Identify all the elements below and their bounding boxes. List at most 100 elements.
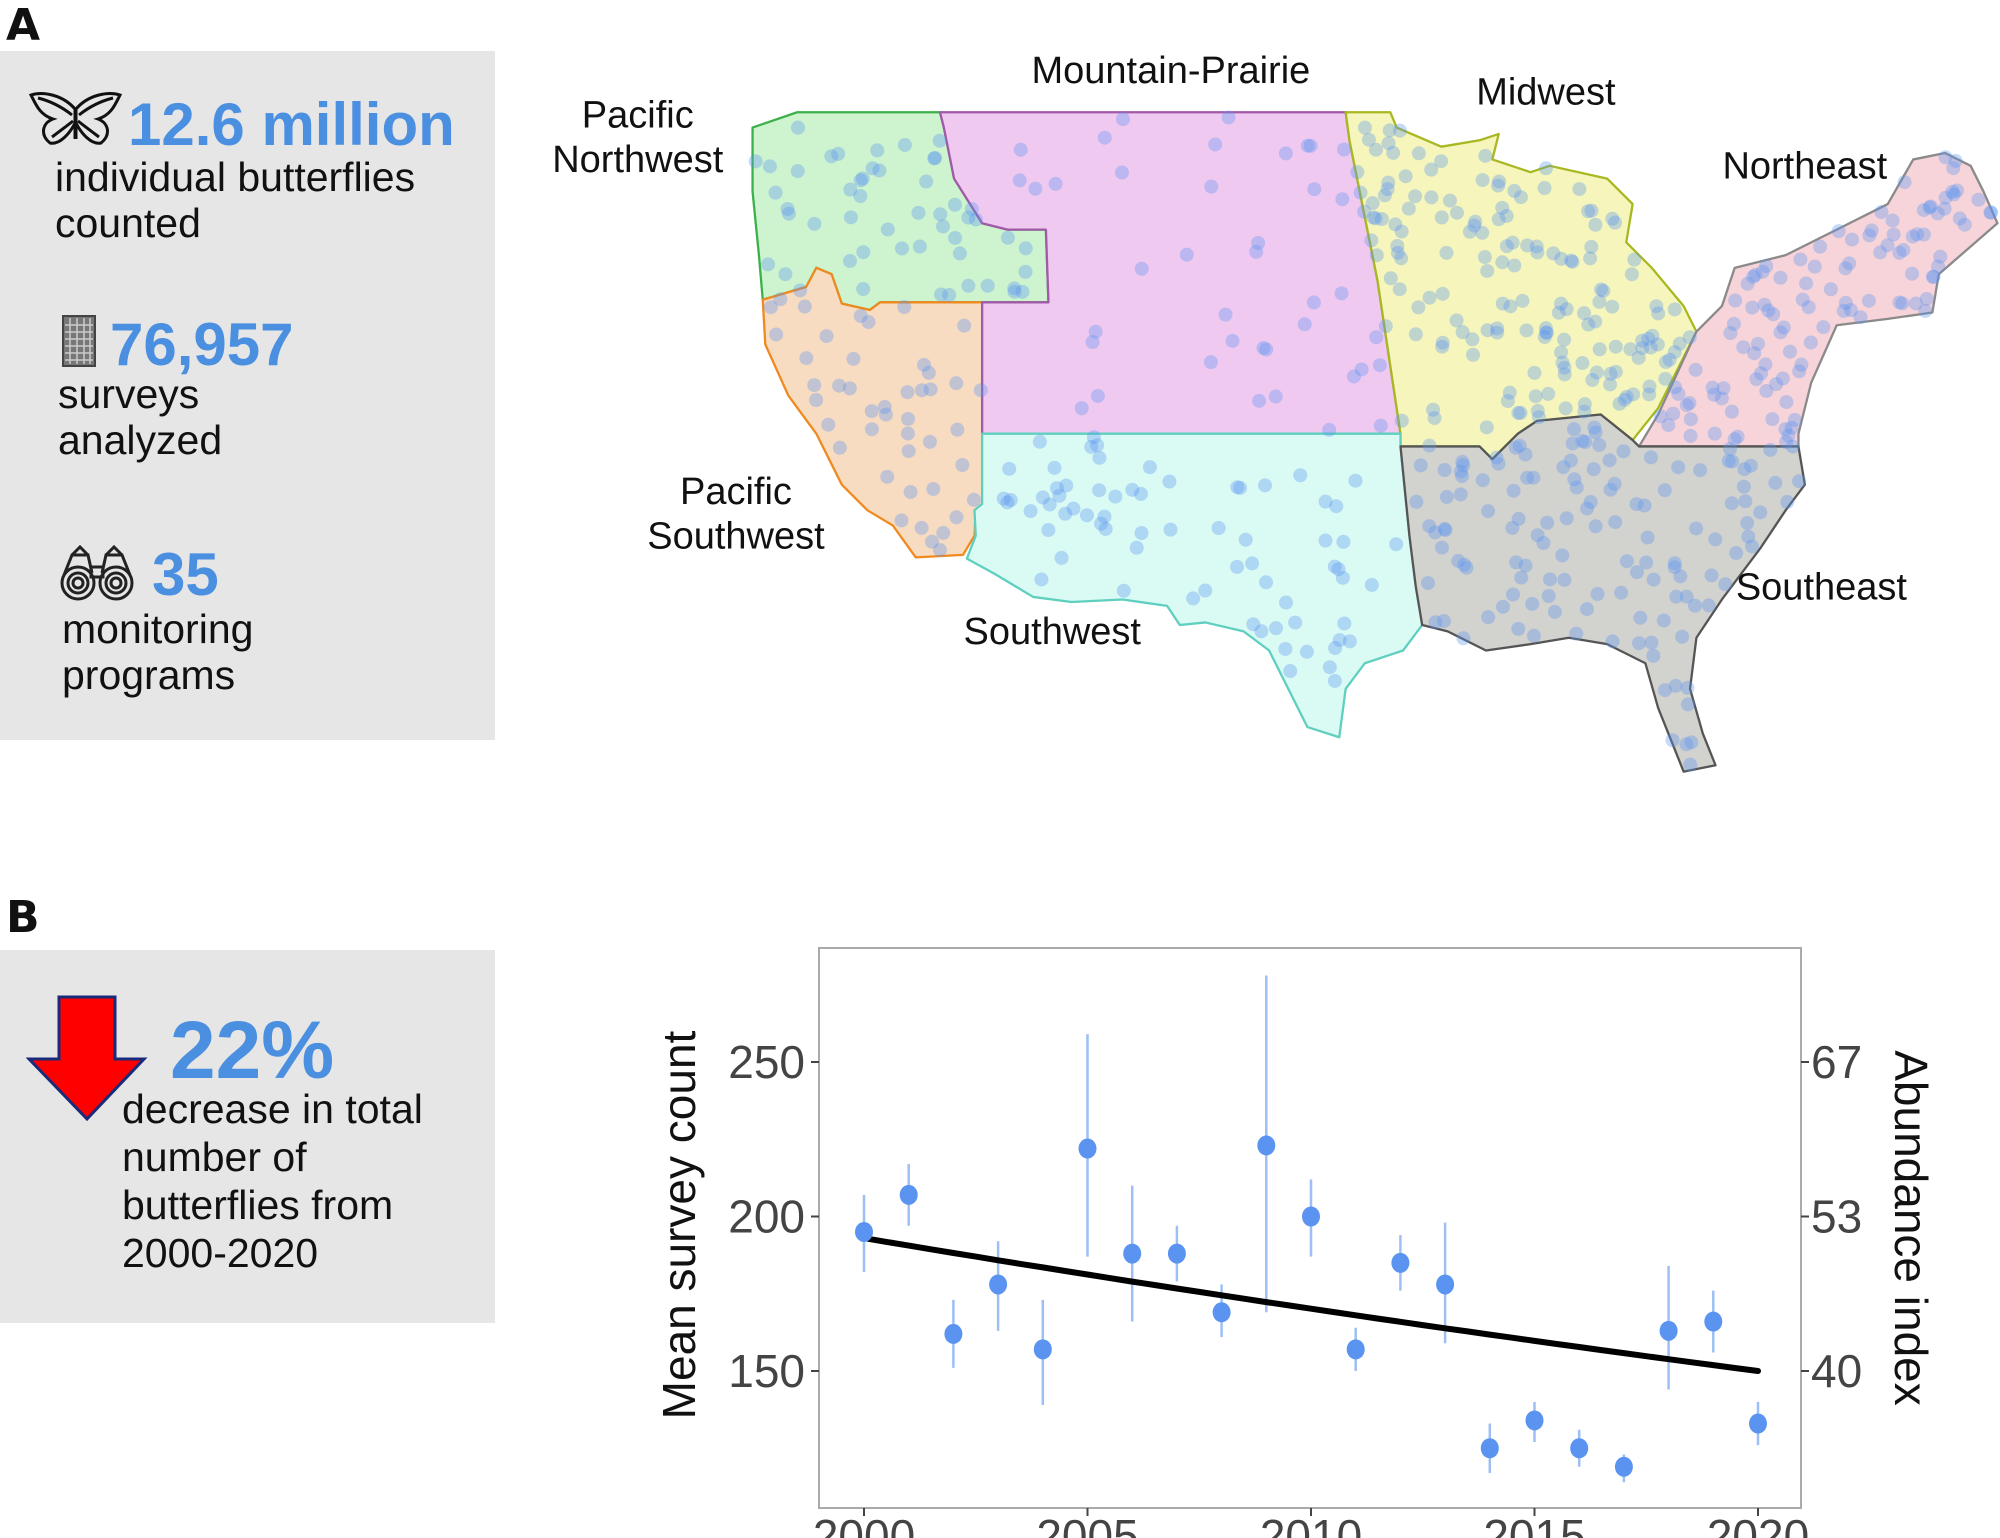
survey-site-dot [1743,458,1758,473]
survey-site-dot [1539,325,1554,340]
survey-site-dot [1505,520,1520,535]
region-label-pacific-northwest: Northwest [552,139,723,181]
survey-site-dot [1467,218,1482,233]
survey-site-dot [1726,316,1741,331]
survey-site-dot [1520,238,1535,253]
survey-site-dot [1086,430,1101,445]
survey-site-dot [1530,245,1545,260]
survey-site-dot [1688,362,1703,377]
survey-site-dot [1729,546,1744,561]
survey-site-dot [1368,211,1383,226]
survey-site-dot [853,173,868,188]
survey-site-dot [1526,628,1541,643]
survey-site-dot [1580,501,1595,516]
survey-site-dot [1424,162,1439,177]
survey-site-dot [1646,648,1661,663]
survey-site-dot [1318,494,1333,509]
survey-site-dot [1605,211,1620,226]
survey-site-dot [1671,460,1686,475]
survey-site-dot [1673,569,1688,584]
survey-site-dot [1727,432,1742,447]
survey-site-dot [1496,599,1511,614]
survey-site-dot [1108,489,1123,504]
survey-site-dot [1512,438,1527,453]
survey-site-dot [1807,259,1822,274]
survey-site-dot [1873,245,1888,260]
survey-site-dot [1784,420,1799,435]
survey-site-dot [1097,509,1112,524]
survey-site-dot [1278,146,1293,161]
survey-site-dot [1637,498,1652,513]
survey-site-dot [957,318,972,333]
survey-site-dot [1424,190,1439,205]
survey-site-dot [1481,504,1496,519]
y-tick-label: 150 [728,1345,805,1397]
survey-site-dot [1624,267,1639,282]
survey-site-dot [1723,326,1738,341]
survey-site-dot [1554,251,1569,266]
survey-site-dot [1186,591,1201,606]
survey-site-dot [1435,335,1450,350]
survey-site-dot [1455,469,1470,484]
survey-site-dot [1563,453,1578,468]
survey-site-dot [1256,341,1271,356]
survey-site-dot [1635,333,1650,348]
survey-site-dot [1619,554,1634,569]
survey-site-dot [926,482,941,497]
survey-site-dot [1478,148,1493,163]
survey-site-dot [1923,199,1938,214]
survey-site-dot [1635,341,1650,356]
survey-site-dot [1394,413,1409,428]
survey-site-dot [1506,483,1521,498]
survey-site-dot [1721,454,1736,469]
survey-site-dot [914,520,929,535]
survey-site-dot [911,205,926,220]
data-point-2006 [1123,1243,1142,1264]
survey-site-dot [1279,595,1294,610]
survey-site-dot [1971,192,1986,207]
survey-site-dot [1838,295,1853,310]
survey-site-dot [1097,130,1112,145]
survey-site-dot [1658,683,1673,698]
survey-site-dot [1133,486,1148,501]
survey-site-dot [1603,482,1618,497]
survey-site-dot [1035,490,1050,505]
survey-site-dot [1578,435,1593,450]
survey-site-dot [1456,458,1471,473]
survey-site-dot [996,491,1011,506]
survey-site-dot [933,207,948,222]
survey-site-dot [1203,355,1218,370]
survey-site-dot [921,365,936,380]
survey-site-dot [1671,386,1686,401]
survey-site-dot [1640,530,1655,545]
survey-site-dot [1823,282,1838,297]
survey-site-dot [1438,523,1453,538]
survey-site-dot [1590,587,1605,602]
survey-site-dot [1000,495,1015,510]
survey-site-dot [1952,211,1967,226]
survey-site-dot [1984,205,1999,220]
survey-site-dot [1003,493,1018,508]
survey-site-dot [1218,307,1233,322]
survey-site-dot [1392,282,1407,297]
survey-site-dot [1381,175,1396,190]
region-label-midwest: Midwest [1476,72,1616,114]
survey-site-dot [1658,371,1673,386]
survey-site-dot [1862,228,1877,243]
survey-site-dot [1957,217,1972,232]
survey-site-dot [1479,420,1494,435]
survey-site-dot [966,492,981,507]
survey-site-dot [1551,305,1566,320]
survey-site-dot [947,197,962,212]
survey-site-dot [1092,450,1107,465]
survey-site-dot [1704,568,1719,583]
survey-site-dot [1125,482,1140,497]
survey-site-dot [1531,410,1546,425]
data-point-2019 [1704,1311,1723,1332]
survey-site-dot [1538,161,1553,176]
survey-site-dot [1897,175,1912,190]
monitoring-programs-value: 35 [152,541,219,608]
survey-site-dot [1221,110,1236,125]
survey-site-dot [901,411,916,426]
survey-site-dot [1457,557,1472,572]
